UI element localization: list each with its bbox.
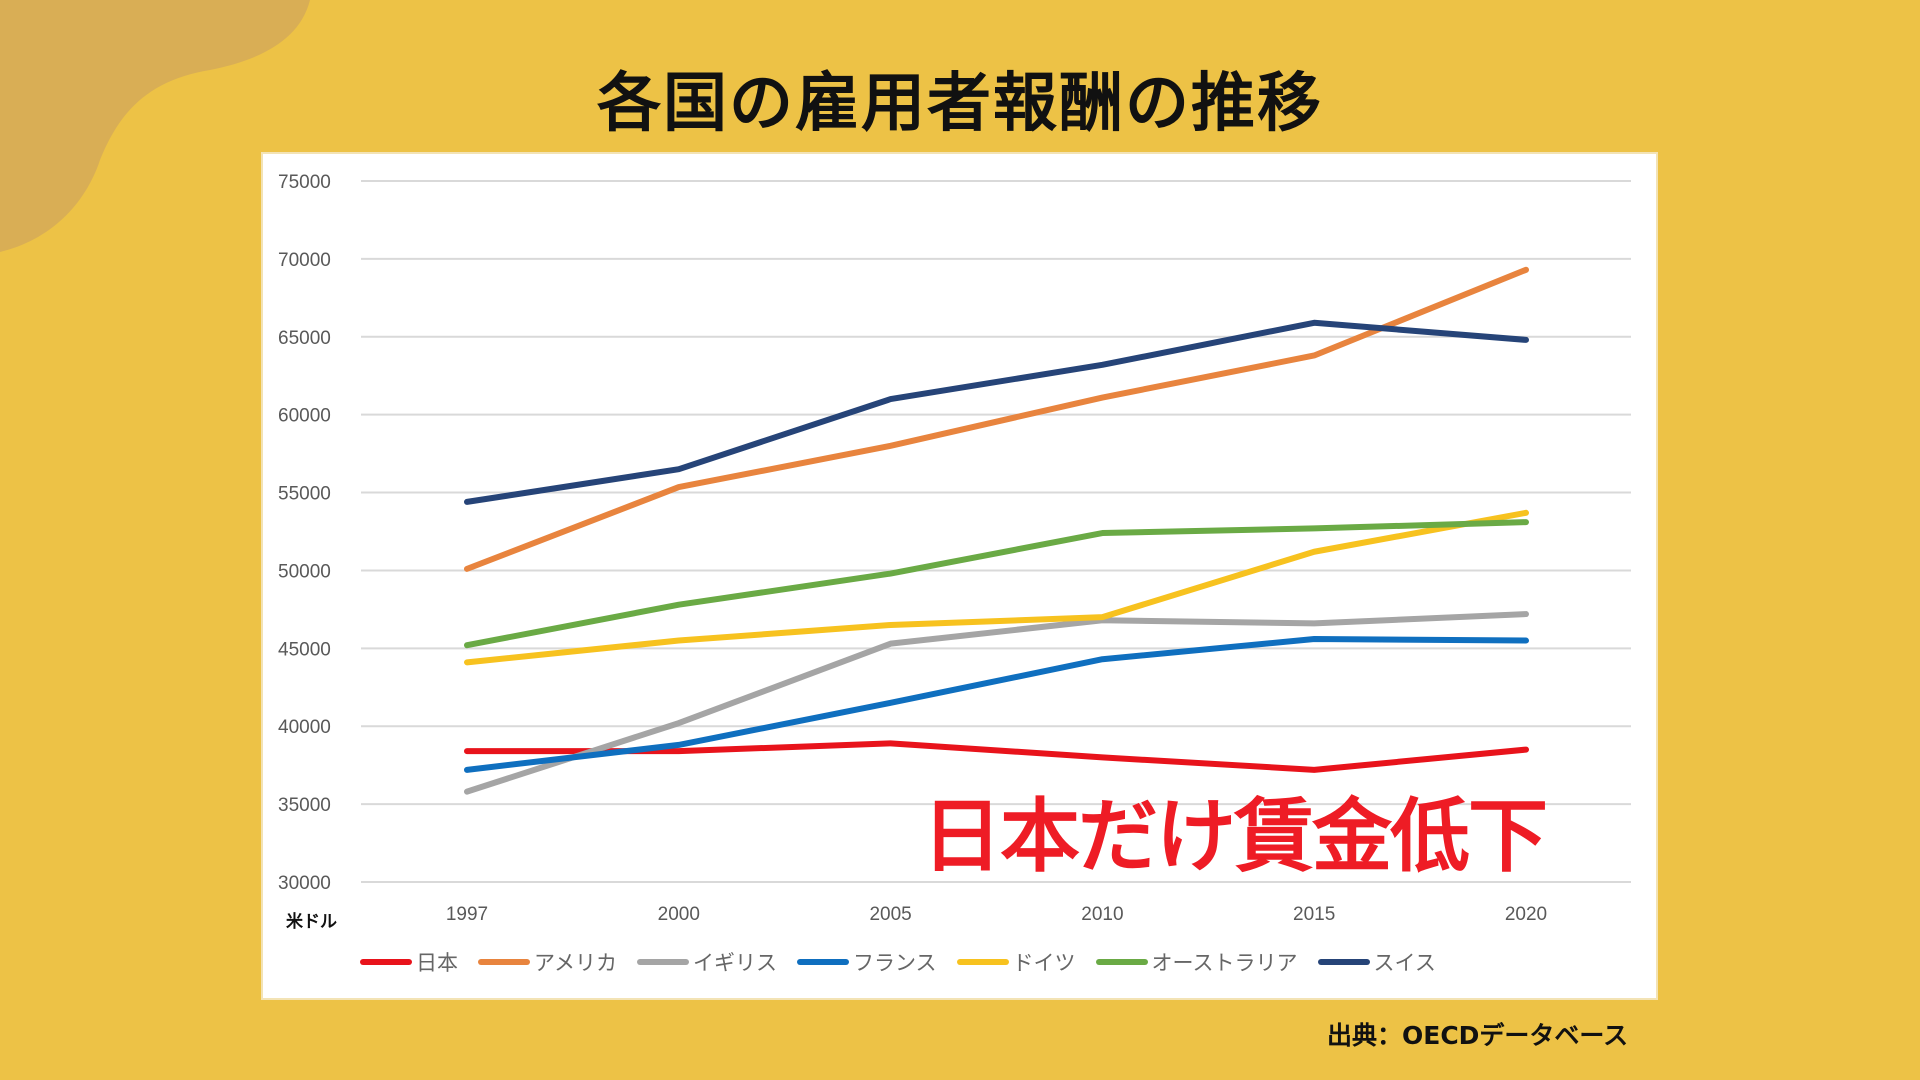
legend-swatch [956,959,1009,965]
data-point [678,744,680,746]
data-point [890,573,892,575]
data-point [678,640,680,642]
data-point [1525,512,1527,514]
y-tick-label: 35000 [278,795,331,816]
legend-swatch [360,959,412,965]
legend-item: イギリス [636,947,777,977]
y-tick-label: 75000 [278,172,331,193]
series-line-オーストラリア [464,519,1529,649]
data-point [1313,527,1315,529]
data-point [890,702,892,704]
data-point [1101,658,1103,660]
data-point [890,742,892,744]
y-tick-label: 50000 [278,561,331,582]
x-tick-label: 2010 [1081,904,1123,925]
legend-swatch [1317,959,1370,965]
data-point [1525,521,1527,523]
data-point [678,722,680,724]
legend-swatch [478,959,530,965]
data-point [466,568,468,570]
data-point [1313,354,1315,356]
page-title: 各国の雇用者報酬の推移 [597,67,1323,141]
data-point [1313,551,1315,553]
data-point [678,750,680,752]
data-point [1525,749,1527,751]
data-point [1313,769,1315,771]
data-point [890,624,892,626]
decorative-blob [0,0,310,252]
data-point [678,604,680,606]
data-point [1313,622,1315,624]
data-point [1525,269,1527,271]
legend: 日本 アメリカ イギリス フランス ドイツ オーストラリア スイス [360,947,1436,977]
legend-label: フランス [852,951,937,975]
annotation: 日本だけ賃金低下 [922,790,1548,883]
series-line-スイス [464,319,1529,505]
series-line-アメリカ [464,266,1529,572]
x-tick-label: 2000 [658,904,700,925]
series-line-日本 [464,740,1529,773]
x-tick-label: 1997 [446,904,488,925]
line-chart: 30000 35000 40000 45000 50000 55000 60000 65000… [278,172,1631,925]
x-tick-label: 2015 [1293,904,1335,925]
chart-panel: 30000 35000 40000 45000 50000 55000 60000 65000… [261,152,1658,1000]
y-axis-unit: 米ドル [286,912,337,932]
legend-item: ドイツ [956,947,1076,977]
legend-item: スイス [1317,947,1436,977]
data-point [466,769,468,771]
data-point [466,750,468,752]
legend-swatch [1095,959,1148,965]
data-point [890,398,892,400]
series-line-イギリス [464,611,1529,795]
data-point [466,501,468,503]
legend-item: 日本 [360,947,458,977]
data-point [1101,756,1103,758]
y-tick-label: 30000 [278,873,331,894]
data-point [1313,638,1315,640]
data-point [1313,322,1315,324]
y-tick-label: 40000 [278,717,331,738]
data-point [466,661,468,663]
legend-swatch [796,959,849,965]
y-tick-label: 55000 [278,484,331,505]
data-point [678,468,680,470]
data-point [1101,532,1103,534]
data-point [1101,364,1103,366]
data-point [1101,397,1103,399]
x-tick-label: 2020 [1505,904,1547,925]
data-point [890,643,892,645]
series-line-ドイツ [464,509,1529,666]
data-point [890,445,892,447]
legend-label: オーストラリア [1151,951,1298,975]
legend-item: フランス [796,947,937,977]
y-tick-label: 70000 [278,250,331,271]
data-point [1525,339,1527,341]
y-tick-label: 60000 [278,406,331,427]
legend-label: スイス [1373,951,1436,975]
legend-item: アメリカ [478,947,617,977]
series-line-フランス [464,635,1529,773]
data-point [1525,613,1527,615]
legend-label: ドイツ [1012,951,1076,975]
data-point [1525,640,1527,642]
data-point [1101,616,1103,618]
legend-swatch [636,959,689,965]
data-point [466,644,468,646]
legend-item: オーストラリア [1095,947,1298,977]
legend-label: アメリカ [534,951,617,975]
y-tick-label: 65000 [278,328,331,349]
legend-label: 日本 [416,951,458,975]
source-note: 出典：OECDデータベース [1327,1021,1629,1050]
legend-label: イギリス [692,951,777,975]
x-tick-label: 2005 [869,904,911,925]
y-tick-label: 45000 [278,639,331,660]
data-point [466,791,468,793]
data-point [678,486,680,488]
